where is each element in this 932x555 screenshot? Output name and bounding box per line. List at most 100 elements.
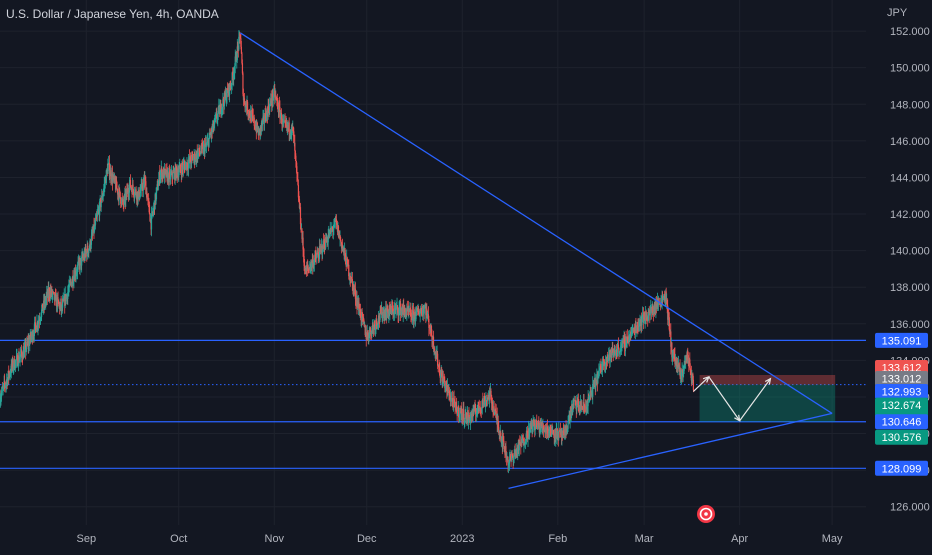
candle-body	[246, 101, 249, 113]
candle-body	[48, 289, 50, 295]
candle-body	[128, 192, 130, 195]
price-series	[0, 30, 695, 474]
candle-body	[437, 353, 439, 366]
candle-body	[319, 246, 321, 248]
candle-body	[321, 245, 323, 254]
candle-body	[555, 428, 557, 439]
candle-body	[51, 289, 53, 296]
candle-body	[486, 397, 489, 402]
candle-body	[33, 324, 36, 337]
candle-body	[660, 302, 662, 307]
candle-body	[368, 337, 370, 339]
candle-body	[208, 132, 211, 138]
candle-body	[148, 204, 151, 215]
candle-body	[137, 192, 139, 200]
price-label: 135.091	[882, 335, 922, 347]
candle-body	[205, 145, 208, 147]
candle-body	[351, 278, 353, 283]
candle-body	[529, 424, 531, 429]
candle-body	[163, 169, 165, 179]
candle-body	[200, 152, 202, 154]
candle-body	[295, 160, 297, 167]
candle-body	[68, 287, 70, 291]
replay-icon[interactable]	[697, 505, 715, 523]
candle-body	[663, 298, 665, 300]
candle-body	[79, 259, 81, 269]
candle-body	[524, 442, 527, 444]
candle-body	[499, 433, 501, 434]
candle-body	[295, 155, 297, 161]
candle-body	[651, 311, 653, 314]
candle-body	[315, 254, 317, 258]
candle-body	[103, 184, 105, 189]
candle-body	[378, 319, 381, 321]
candle-body	[405, 313, 407, 315]
candle-body	[350, 276, 352, 282]
candle-body	[558, 429, 560, 439]
candle-body	[634, 332, 636, 334]
candle-body	[511, 453, 513, 455]
candle-body	[119, 189, 121, 192]
candle-body	[439, 367, 441, 376]
candle-body	[671, 353, 673, 358]
candle-body	[294, 150, 296, 156]
candle-body	[140, 184, 142, 191]
candle-body	[488, 391, 491, 402]
candle-body	[448, 390, 451, 399]
candle-body	[411, 310, 414, 321]
candle-body	[618, 352, 621, 354]
candle-body	[363, 321, 365, 327]
candle-body	[317, 253, 319, 254]
candle-body	[668, 312, 670, 318]
candle-body	[272, 93, 274, 101]
candle-body	[245, 102, 247, 106]
candle-body	[39, 319, 42, 320]
candle-body	[123, 204, 125, 206]
candle-body	[67, 290, 69, 293]
candle-body	[608, 354, 610, 358]
candle-body	[362, 313, 364, 319]
projection-path	[693, 375, 772, 422]
candle-body	[349, 277, 351, 280]
candle-body	[495, 411, 497, 418]
candle-body	[461, 413, 463, 420]
candle-body	[321, 251, 324, 254]
candle-body	[100, 202, 102, 208]
price-label: 133.012	[882, 373, 922, 385]
candle-body	[422, 309, 424, 316]
candle-body	[528, 428, 531, 437]
candle-body	[548, 430, 551, 432]
candle-body	[575, 400, 577, 407]
candle-body	[690, 370, 692, 373]
candle-body	[652, 306, 654, 313]
candle-body	[581, 407, 584, 410]
candle-body	[691, 375, 693, 381]
candle-body	[583, 404, 586, 408]
candle-body	[157, 186, 159, 190]
candle-body	[536, 421, 538, 426]
candle-body	[284, 120, 287, 123]
candle-body	[582, 409, 584, 411]
candle-body	[509, 455, 512, 458]
candle-body	[592, 382, 594, 385]
candle-body	[279, 107, 281, 119]
candle-body	[587, 397, 589, 407]
candle-body	[17, 365, 19, 367]
candle-body	[313, 259, 315, 265]
candle-body	[102, 196, 104, 200]
candle-body	[85, 248, 87, 253]
candle-body	[213, 124, 215, 128]
candle-body	[254, 125, 256, 128]
candle-body	[416, 307, 419, 313]
candle-body	[25, 349, 27, 353]
symbol-title[interactable]: U.S. Dollar / Japanese Yen, 4h, OANDA	[6, 7, 219, 21]
candle-body	[623, 338, 626, 349]
candle-body	[547, 428, 550, 435]
candle-body	[455, 402, 457, 406]
candle-body	[76, 272, 78, 273]
candle-body	[243, 98, 246, 105]
candle-body	[429, 327, 431, 331]
candle-body	[395, 308, 397, 311]
